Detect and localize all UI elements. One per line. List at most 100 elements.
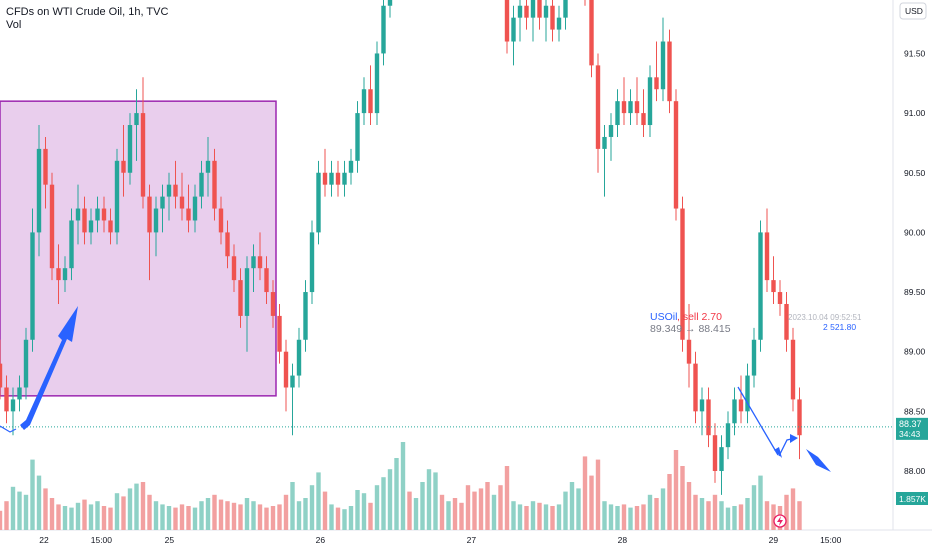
volume-bar xyxy=(309,485,315,530)
volume-bar xyxy=(628,507,633,530)
candle-body xyxy=(647,77,653,126)
y-tick-label: 90.00 xyxy=(904,227,926,237)
volume-bar xyxy=(764,501,770,530)
y-tick-label: 91.00 xyxy=(904,108,926,118)
volume-bar xyxy=(543,504,549,530)
volume-bar xyxy=(381,477,386,530)
volume-bar xyxy=(43,488,48,530)
currency-button xyxy=(899,2,927,20)
candle-body xyxy=(134,113,139,126)
candle-body xyxy=(127,125,133,173)
candle-body xyxy=(348,160,354,173)
volume-bar xyxy=(719,501,724,530)
volume-bar xyxy=(589,475,594,530)
volume-bar xyxy=(771,504,776,530)
symbol-title: CFDs on WTI Crude Oil, 1h, TVC xyxy=(6,6,169,18)
volume-bar xyxy=(114,493,120,530)
volume-bar xyxy=(745,498,750,530)
candle-body xyxy=(335,172,341,185)
volume-bar xyxy=(244,498,250,530)
candle-body xyxy=(530,0,536,18)
volume-bar xyxy=(374,485,380,530)
candle-body xyxy=(654,77,659,90)
candle-body xyxy=(517,5,523,18)
x-tick-label: 15:00 xyxy=(820,535,842,545)
candle-body xyxy=(75,208,81,221)
x-tick-label: 26 xyxy=(316,535,326,545)
volume-bar xyxy=(225,501,230,530)
candle-body xyxy=(270,292,276,316)
candle-body xyxy=(751,339,757,376)
candle-body xyxy=(693,363,698,412)
volume-bar xyxy=(277,504,282,530)
volume-bar xyxy=(712,494,718,530)
volume-bar xyxy=(127,488,133,530)
candle-body xyxy=(309,232,315,293)
candle-body xyxy=(88,220,94,233)
volume-bar xyxy=(134,483,139,530)
volume-bar xyxy=(673,450,679,530)
volume-bar xyxy=(88,504,94,530)
candle-body xyxy=(719,447,724,471)
candle-body xyxy=(634,101,640,114)
volume-bar xyxy=(186,506,191,530)
volume-bar xyxy=(751,485,757,530)
volume-bar xyxy=(36,475,42,530)
candle-body xyxy=(738,399,744,412)
volume-bar xyxy=(465,485,471,530)
range-box xyxy=(0,100,277,397)
candle-body xyxy=(69,220,74,269)
chart-legend: CFDs on WTI Crude Oil, 1h, TVC Vol xyxy=(6,6,168,32)
volume-badge-value: 1.857K xyxy=(899,494,926,504)
candle-body xyxy=(212,160,217,209)
volume-bar xyxy=(504,466,510,530)
trade-timestamp: 2023.10.04 09:52:51 xyxy=(788,313,862,322)
candle-body xyxy=(17,387,22,400)
volume-bar xyxy=(758,475,763,530)
volume-bar xyxy=(348,506,354,530)
candle-body xyxy=(563,0,568,18)
volume-bar xyxy=(654,498,659,530)
candle-body xyxy=(621,101,627,114)
volume-bar xyxy=(478,488,484,530)
volume-bar xyxy=(634,506,640,530)
volume-bar xyxy=(257,504,263,530)
volume-bar xyxy=(231,502,237,530)
volume-bar xyxy=(797,501,802,530)
candle-body xyxy=(225,232,230,257)
volume-bar xyxy=(790,488,796,530)
candle-body xyxy=(114,160,120,233)
y-tick-label: 91.50 xyxy=(904,48,926,58)
candle-body xyxy=(524,5,529,18)
volume-bar xyxy=(647,494,653,530)
volume-bar xyxy=(69,507,74,530)
volume-bar xyxy=(511,501,516,530)
x-tick-label: 28 xyxy=(618,535,628,545)
volume-bar xyxy=(140,482,146,530)
candle-body xyxy=(686,339,692,364)
volume-bar xyxy=(680,466,685,530)
volume-bar xyxy=(498,485,503,530)
candle-body xyxy=(56,268,61,281)
candle-body xyxy=(231,256,237,281)
candle-body xyxy=(764,232,770,281)
volume-bar xyxy=(160,504,165,530)
candle-body xyxy=(712,435,718,471)
volume-bar xyxy=(251,501,256,530)
candle-body xyxy=(790,339,796,400)
volume-bar xyxy=(361,493,367,530)
candle-body xyxy=(121,160,126,173)
candle-body xyxy=(673,101,679,209)
last-price-box xyxy=(896,417,928,440)
candle-body xyxy=(699,399,705,412)
volume-bar xyxy=(693,494,698,530)
candle-body xyxy=(173,184,178,197)
candle-body xyxy=(355,113,360,161)
volume-bar xyxy=(576,488,581,530)
candle-body xyxy=(251,256,256,269)
candle-body xyxy=(186,208,191,221)
countdown-timer: 34:43 xyxy=(899,429,921,439)
candle-body xyxy=(179,196,185,209)
candle-body xyxy=(628,101,633,114)
